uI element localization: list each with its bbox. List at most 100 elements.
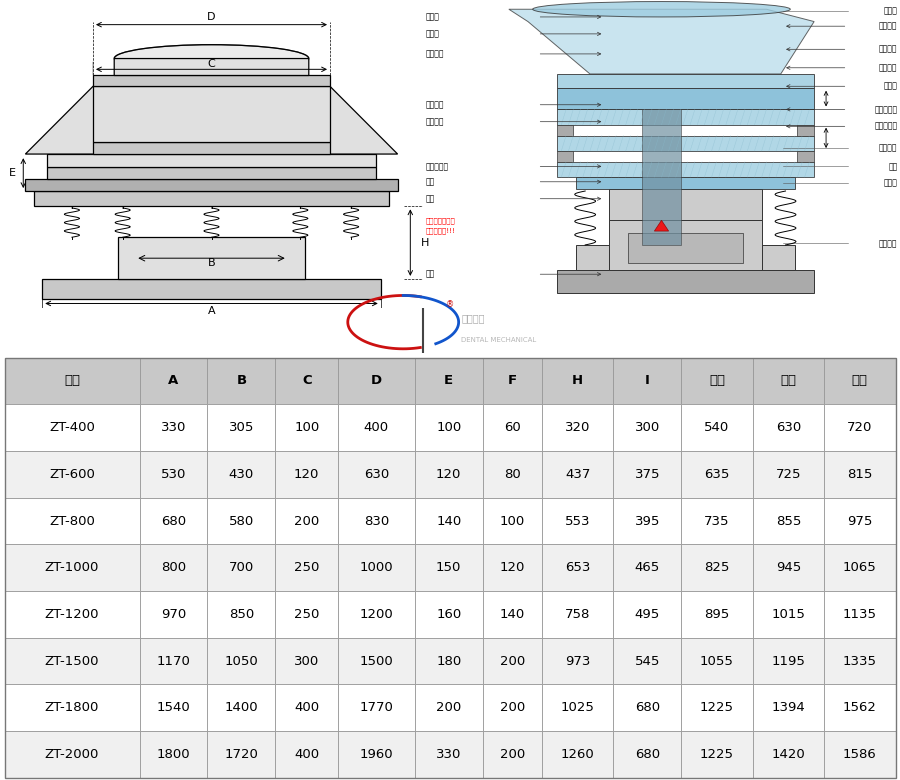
- Bar: [797, 125, 814, 136]
- Bar: [824, 685, 896, 731]
- Text: 筛网法兰: 筛网法兰: [879, 63, 897, 73]
- Bar: [34, 191, 389, 207]
- Bar: [643, 109, 680, 245]
- Text: 250: 250: [294, 608, 320, 621]
- Bar: [338, 685, 415, 731]
- Text: 1195: 1195: [771, 654, 806, 668]
- Text: 1050: 1050: [224, 654, 258, 668]
- Bar: [415, 404, 482, 451]
- Bar: [140, 451, 207, 498]
- Bar: [797, 151, 814, 161]
- Text: 635: 635: [705, 468, 730, 480]
- Bar: [752, 591, 824, 638]
- Bar: [681, 731, 752, 778]
- Bar: [542, 498, 613, 544]
- Text: 553: 553: [565, 515, 590, 527]
- Bar: [42, 278, 381, 299]
- Text: 758: 758: [565, 608, 590, 621]
- Bar: [338, 404, 415, 451]
- Text: 外形尺寸图: 外形尺寸图: [184, 321, 239, 340]
- Text: 1015: 1015: [771, 608, 806, 621]
- Bar: [275, 498, 338, 544]
- Bar: [93, 86, 330, 142]
- Bar: [25, 179, 398, 191]
- Text: ZT-2000: ZT-2000: [45, 748, 99, 761]
- Bar: [415, 451, 482, 498]
- Polygon shape: [25, 87, 398, 154]
- Bar: [576, 245, 609, 270]
- Text: 800: 800: [161, 562, 186, 574]
- Bar: [482, 591, 542, 638]
- Bar: [824, 357, 896, 404]
- Bar: [275, 357, 338, 404]
- Text: 中部框架: 中部框架: [426, 101, 444, 109]
- Text: E: E: [444, 374, 454, 388]
- Bar: [207, 591, 275, 638]
- Text: B: B: [208, 258, 215, 268]
- Text: 330: 330: [161, 421, 186, 434]
- Bar: [542, 685, 613, 731]
- Text: A: A: [208, 307, 215, 316]
- Bar: [275, 451, 338, 498]
- Text: 1135: 1135: [842, 608, 877, 621]
- Text: 465: 465: [634, 562, 660, 574]
- Ellipse shape: [533, 2, 790, 17]
- Bar: [338, 731, 415, 778]
- Text: 1065: 1065: [843, 562, 877, 574]
- Text: 底部框架: 底部框架: [426, 117, 444, 126]
- Text: 1720: 1720: [224, 748, 258, 761]
- Bar: [482, 638, 542, 685]
- Text: 540: 540: [705, 421, 730, 434]
- Text: 437: 437: [565, 468, 590, 480]
- Polygon shape: [654, 220, 669, 231]
- Bar: [752, 638, 824, 685]
- Text: 试机时去掉!!!: 试机时去掉!!!: [426, 228, 455, 234]
- Text: 530: 530: [161, 468, 186, 480]
- Bar: [613, 498, 681, 544]
- Text: 运输用固定螺栓: 运输用固定螺栓: [426, 217, 455, 224]
- Bar: [613, 731, 681, 778]
- Bar: [140, 404, 207, 451]
- Bar: [140, 357, 207, 404]
- Text: 1200: 1200: [359, 608, 393, 621]
- Text: 580: 580: [229, 515, 254, 527]
- Bar: [93, 142, 330, 154]
- Text: 电动机: 电动机: [884, 179, 897, 188]
- Text: 60: 60: [504, 421, 520, 434]
- Text: 1800: 1800: [157, 748, 190, 761]
- Bar: [613, 591, 681, 638]
- Bar: [140, 731, 207, 778]
- Text: 735: 735: [704, 515, 730, 527]
- Text: 815: 815: [847, 468, 872, 480]
- Bar: [752, 357, 824, 404]
- Bar: [482, 357, 542, 404]
- Bar: [542, 544, 613, 591]
- Bar: [609, 190, 761, 220]
- Bar: [542, 591, 613, 638]
- Text: E: E: [9, 168, 16, 178]
- Bar: [275, 404, 338, 451]
- Bar: [609, 220, 761, 270]
- Bar: [482, 498, 542, 544]
- Text: 防尘盖: 防尘盖: [426, 12, 439, 21]
- Bar: [542, 731, 613, 778]
- Text: 400: 400: [294, 701, 320, 714]
- Text: D: D: [207, 12, 216, 22]
- Bar: [752, 544, 824, 591]
- Text: 型号: 型号: [64, 374, 80, 388]
- Text: 200: 200: [500, 654, 525, 668]
- Text: 725: 725: [776, 468, 801, 480]
- Bar: [824, 404, 896, 451]
- Bar: [140, 638, 207, 685]
- Bar: [824, 451, 896, 498]
- Text: 850: 850: [229, 608, 254, 621]
- Bar: [542, 357, 613, 404]
- Bar: [415, 638, 482, 685]
- Text: 进料口: 进料口: [884, 6, 897, 16]
- Text: 1420: 1420: [771, 748, 806, 761]
- Bar: [4, 731, 140, 778]
- Bar: [275, 685, 338, 731]
- Text: 二层: 二层: [780, 374, 796, 388]
- Text: D: D: [371, 374, 382, 388]
- Bar: [556, 125, 573, 136]
